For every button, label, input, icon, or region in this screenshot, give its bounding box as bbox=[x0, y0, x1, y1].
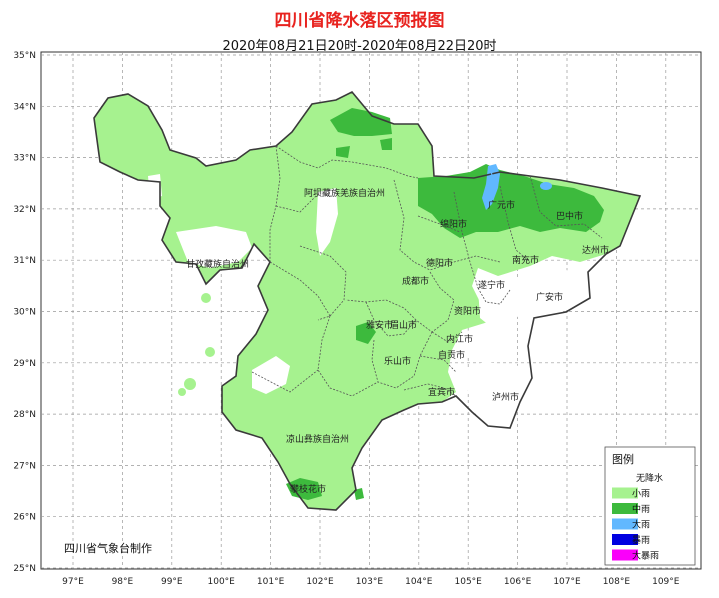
legend-label: 无降水 bbox=[636, 472, 663, 484]
region-label: 泸州市 bbox=[492, 391, 519, 403]
lon-tick-label: 109°E bbox=[652, 577, 680, 587]
region-label: 南充市 bbox=[512, 254, 539, 266]
region-label: 雅安市 bbox=[366, 319, 393, 331]
region-label: 阿坝藏族羌族自治州 bbox=[304, 187, 385, 199]
lon-tick-label: 108°E bbox=[603, 577, 631, 587]
map-title: 四川省降水落区预报图 bbox=[274, 11, 445, 31]
lon-tick-label: 97°E bbox=[62, 577, 84, 587]
legend-label: 小雨 bbox=[632, 489, 650, 500]
region-label: 广安市 bbox=[536, 291, 563, 303]
legend-label: 暴雨 bbox=[632, 535, 650, 546]
lake-feature bbox=[489, 167, 495, 199]
lat-tick-label: 35°N bbox=[13, 51, 36, 61]
city-labels: 阿坝藏族羌族自治州 甘孜藏族自治州 凉山彝族自治州 广元市 巴中市 绵阳市 达州… bbox=[186, 187, 609, 495]
region-label: 绵阳市 bbox=[440, 218, 467, 230]
legend-swatch bbox=[612, 487, 638, 499]
lon-tick-label: 100°E bbox=[208, 577, 236, 587]
legend-label: 大雨 bbox=[632, 519, 650, 531]
lat-tick-label: 30°N bbox=[13, 308, 36, 318]
axis-ticks: 97°E 98°E 99°E 100°E 101°E 102°E 103°E 104°E 105… bbox=[13, 51, 679, 587]
legend-label: 中雨 bbox=[632, 503, 650, 515]
region-label: 攀枝花市 bbox=[290, 483, 326, 495]
lat-tick-label: 31°N bbox=[13, 256, 36, 266]
moderate-rain-area bbox=[286, 108, 604, 500]
legend-label: 大暴雨 bbox=[632, 550, 659, 562]
prefecture-boundaries bbox=[251, 145, 603, 397]
lon-tick-label: 99°E bbox=[161, 577, 183, 587]
region-label: 德阳市 bbox=[426, 257, 453, 269]
lat-tick-label: 29°N bbox=[13, 359, 36, 369]
legend-swatch bbox=[612, 549, 638, 561]
region-label: 成都市 bbox=[402, 275, 429, 287]
lat-tick-label: 28°N bbox=[13, 410, 36, 420]
legend-swatch bbox=[612, 534, 638, 545]
lat-tick-label: 34°N bbox=[13, 102, 36, 112]
region-label: 遂宁市 bbox=[478, 279, 505, 291]
no-rain-patches bbox=[148, 174, 590, 426]
region-label: 眉山市 bbox=[390, 319, 417, 331]
province-boundary bbox=[93, 91, 642, 511]
lon-tick-label: 107°E bbox=[553, 577, 581, 587]
region-label: 宜宾市 bbox=[428, 386, 455, 398]
lon-tick-label: 103°E bbox=[356, 577, 384, 587]
heavy-rain-area bbox=[482, 164, 552, 210]
map-subtitle: 2020年08月21日20时-2020年08月22日20时 bbox=[222, 39, 497, 54]
legend-swatch bbox=[612, 518, 638, 530]
lat-tick-label: 25°N bbox=[13, 564, 36, 574]
legend-swatch bbox=[612, 503, 638, 514]
lon-tick-label: 98°E bbox=[112, 577, 134, 587]
lon-tick-label: 106°E bbox=[504, 577, 532, 587]
region-label: 乐山市 bbox=[384, 355, 411, 367]
lon-tick-label: 101°E bbox=[257, 577, 285, 587]
region-label: 巴中市 bbox=[556, 210, 583, 222]
lat-tick-label: 32°N bbox=[13, 205, 36, 215]
region-label: 资阳市 bbox=[454, 305, 481, 317]
legend-title: 图例 bbox=[612, 452, 634, 466]
region-label: 内江市 bbox=[446, 333, 473, 345]
region-label: 自贡市 bbox=[438, 349, 465, 361]
region-label: 凉山彝族自治州 bbox=[286, 433, 349, 445]
lon-tick-label: 102°E bbox=[306, 577, 334, 587]
credit-text: 四川省气象台制作 bbox=[64, 541, 152, 555]
region-label: 广元市 bbox=[488, 199, 515, 211]
lat-tick-label: 27°N bbox=[13, 461, 36, 471]
lon-tick-label: 104°E bbox=[405, 577, 433, 587]
lat-tick-label: 26°N bbox=[13, 513, 36, 523]
region-label: 达州市 bbox=[582, 244, 609, 256]
lat-tick-label: 33°N bbox=[13, 154, 36, 164]
region-label: 甘孜藏族自治州 bbox=[186, 258, 249, 270]
lon-tick-label: 105°E bbox=[455, 577, 483, 587]
